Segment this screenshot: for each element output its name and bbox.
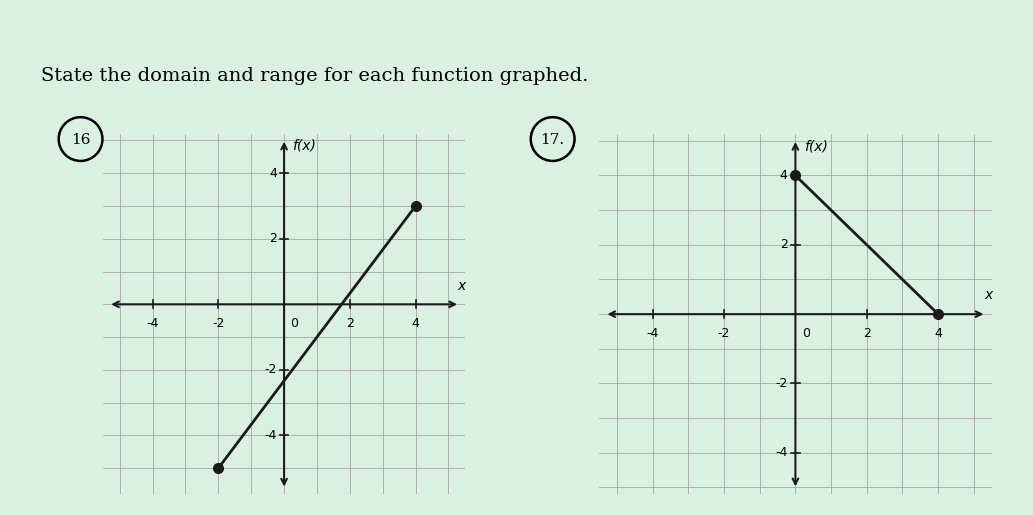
Text: -4: -4 — [264, 429, 277, 442]
Text: x: x — [458, 279, 466, 293]
Text: -4: -4 — [647, 328, 659, 340]
Text: 4: 4 — [780, 169, 787, 182]
Text: x: x — [984, 288, 993, 302]
Text: f(x): f(x) — [805, 139, 828, 153]
Text: 0: 0 — [290, 317, 298, 330]
Text: -2: -2 — [775, 377, 787, 390]
Ellipse shape — [0, 25, 1033, 58]
Text: -4: -4 — [775, 447, 787, 459]
Text: -2: -2 — [212, 317, 224, 330]
Text: 4: 4 — [934, 328, 942, 340]
Text: 16: 16 — [71, 133, 90, 147]
Text: 17.: 17. — [540, 133, 565, 147]
Text: 0: 0 — [802, 328, 810, 340]
Text: 2: 2 — [780, 238, 787, 251]
Text: 2: 2 — [863, 328, 871, 340]
Text: 2: 2 — [269, 232, 277, 245]
Text: -2: -2 — [718, 328, 730, 340]
Text: 4: 4 — [269, 167, 277, 180]
Text: 4: 4 — [411, 317, 419, 330]
Text: -4: -4 — [147, 317, 159, 330]
Text: 2: 2 — [346, 317, 353, 330]
Text: -2: -2 — [264, 364, 277, 376]
Text: State the domain and range for each function graphed.: State the domain and range for each func… — [41, 67, 589, 85]
Text: f(x): f(x) — [292, 139, 316, 153]
